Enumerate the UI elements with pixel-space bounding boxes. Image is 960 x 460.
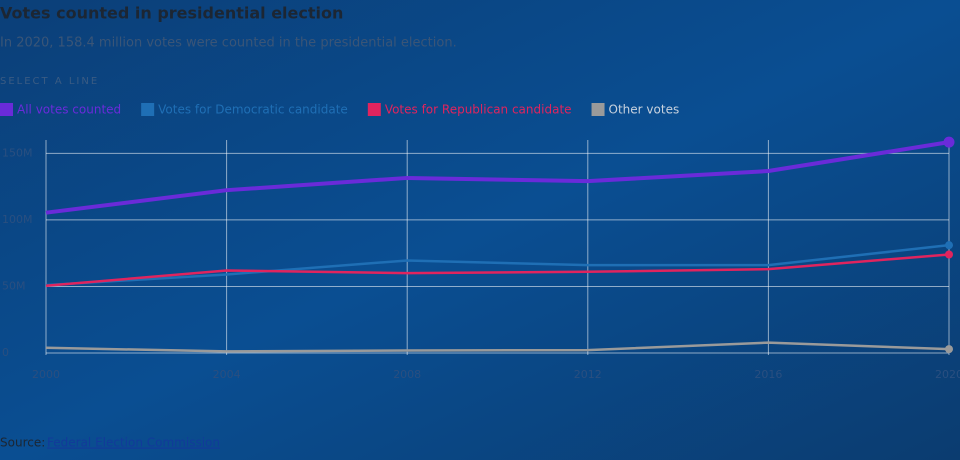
series-line xyxy=(45,243,950,287)
end-point xyxy=(945,345,953,354)
x-tick-label: 2020 xyxy=(935,368,960,381)
series-line xyxy=(45,140,950,215)
source-link[interactable]: Federal Election Commission xyxy=(47,436,220,450)
x-tick-label: 2012 xyxy=(574,368,602,381)
x-tick-label: 2000 xyxy=(32,368,60,381)
legend-title: SELECT A LINE xyxy=(0,76,99,87)
series-line xyxy=(45,253,950,288)
legend-swatch[interactable] xyxy=(591,103,605,116)
legend: All votes counted Votes for Democratic ca… xyxy=(0,103,679,117)
source-label: Source: xyxy=(0,436,45,450)
x-tick-label: 2004 xyxy=(213,368,241,381)
legend-label[interactable]: Other votes xyxy=(609,103,680,117)
end-point xyxy=(945,241,953,250)
end-point xyxy=(943,136,955,148)
x-tick-label: 2008 xyxy=(393,368,421,381)
plot: 0 50M 100M 150M 2000 2004 2008 2012 2016 2020 xyxy=(2,136,960,381)
y-tick-label: 150M xyxy=(2,146,33,159)
legend-label[interactable]: All votes counted xyxy=(17,103,121,117)
y-tick-label: 0 xyxy=(2,346,9,359)
chart-subtitle: In 2020, 158.4 million votes were counte… xyxy=(0,36,457,51)
y-tick-label: 50M xyxy=(2,279,26,292)
y-tick-label: 100M xyxy=(2,213,33,226)
series-line xyxy=(45,341,950,353)
chart-title: Votes counted in presidential election xyxy=(0,4,343,23)
x-tick-label: 2016 xyxy=(754,368,782,381)
legend-label[interactable]: Votes for Democratic candidate xyxy=(158,103,348,117)
legend-swatch[interactable] xyxy=(367,103,381,116)
legend-label[interactable]: Votes for Republican candidate xyxy=(385,103,572,117)
legend-swatch[interactable] xyxy=(141,103,155,116)
legend-swatch[interactable] xyxy=(0,103,13,116)
end-point xyxy=(945,250,953,259)
